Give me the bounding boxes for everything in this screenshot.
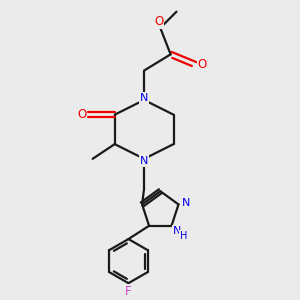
Text: N: N xyxy=(182,198,190,208)
Text: O: O xyxy=(197,58,207,71)
Text: O: O xyxy=(154,15,164,28)
Text: N: N xyxy=(140,156,148,166)
Text: N: N xyxy=(140,93,148,103)
Text: O: O xyxy=(77,108,86,121)
Text: F: F xyxy=(125,285,132,298)
Text: N: N xyxy=(173,226,181,236)
Text: H: H xyxy=(180,231,188,241)
